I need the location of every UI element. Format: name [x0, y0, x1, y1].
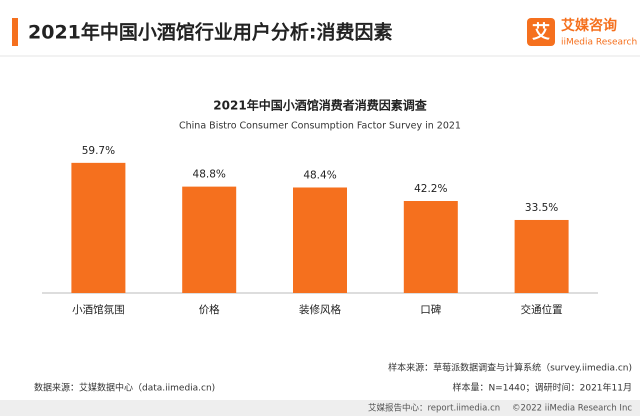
value-label: 48.8% [193, 169, 226, 181]
bar [71, 162, 126, 293]
x-tick-label: 价格 [199, 303, 220, 316]
value-label: 33.5% [525, 202, 558, 214]
bar [182, 186, 237, 293]
logo-mark: 艾 [532, 21, 550, 43]
footer-copyright: ©2022 iiMedia Research Inc [512, 404, 632, 414]
value-label: 59.7% [82, 145, 115, 157]
sample-size: 样本量：N=1440；调研时间：2021年11月 [452, 382, 632, 394]
logo-sub: iiMedia Research [561, 38, 637, 48]
chart-title: 2021年中国小酒馆消费者消费因素调查 [213, 98, 427, 113]
value-label: 42.2% [414, 183, 447, 195]
chart-subtitle: China Bistro Consumer Consumption Factor… [179, 121, 461, 132]
value-label: 48.4% [303, 169, 336, 181]
logo-icon [527, 18, 555, 46]
x-tick-label: 小酒馆氛围 [72, 303, 125, 316]
x-tick-label: 交通位置 [521, 303, 563, 316]
data-source: 数据来源：艾媒数据中心（data.iimedia.cn) [34, 382, 215, 394]
x-tick-label: 口碑 [420, 303, 441, 316]
footer-report: 艾媒报告中心：report.iimedia.cn [368, 403, 500, 414]
bar [514, 219, 569, 293]
title-accent [12, 18, 18, 46]
bar [403, 201, 458, 293]
bar [293, 187, 347, 293]
footer-band [0, 400, 640, 416]
page-title: 2021年中国小酒馆行业用户分析:消费因素 [28, 21, 392, 44]
sample-source: 样本来源：草莓派数据调查与计算系统（survey.iimedia.cn) [388, 362, 632, 374]
logo-name: 艾媒咨询 [561, 17, 617, 34]
x-tick-label: 装修风格 [299, 303, 341, 316]
